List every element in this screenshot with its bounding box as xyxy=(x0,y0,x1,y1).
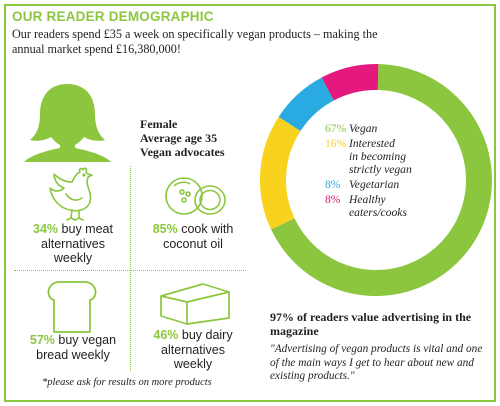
slice-interested xyxy=(260,116,301,230)
advertising-quote: "Advertising of vegan products is vital … xyxy=(270,343,483,382)
bread-icon xyxy=(47,281,97,333)
profile-age: Average age 35 xyxy=(140,131,218,145)
female-avatar-icon xyxy=(24,84,111,162)
stat-text: cook with xyxy=(177,222,234,236)
stat-dairy-alternatives: 46% buy dairy alternatives weekly xyxy=(138,328,248,372)
stat-percent: 85% xyxy=(152,222,178,236)
page-title: OUR READER DEMOGRAPHIC xyxy=(12,9,214,24)
profile-summary: Female Average age 35 Vegan advocates xyxy=(140,117,225,159)
stat-percent: 34% xyxy=(33,222,59,236)
slice-healthy-eaters xyxy=(321,64,379,101)
coconut-icon xyxy=(165,177,226,215)
infographic-frame xyxy=(4,4,496,402)
slice-vegan xyxy=(271,64,492,296)
stat-meat-alternatives: 34% buy meat alternatives weekly xyxy=(18,222,128,266)
chicken-icon xyxy=(49,167,93,221)
stat-text: buy dairy xyxy=(178,328,233,342)
stat-text: alternatives xyxy=(41,236,105,251)
stat-coconut-oil: 85% cook with coconut oil xyxy=(138,222,248,251)
legend-entry: 8% Vegetarian xyxy=(325,178,412,191)
legend-percent: 67% xyxy=(325,122,347,135)
legend-entry: 67% Vegan xyxy=(325,122,412,135)
stat-text: bread weekly xyxy=(36,347,110,362)
intro-text: Our readers spend £35 a week on specific… xyxy=(12,27,378,56)
legend-percent: 8% xyxy=(325,178,341,191)
legend-entry: 16% Interested in becoming strictly vegan xyxy=(325,137,412,176)
profile-type: Vegan advocates xyxy=(140,145,225,159)
stat-vegan-bread: 57% buy vegan bread weekly xyxy=(18,333,128,362)
slice-vegetarian xyxy=(278,77,335,132)
footnote: *please ask for results on more products xyxy=(42,377,212,388)
stat-text: buy vegan xyxy=(54,333,117,347)
legend-label: Vegan xyxy=(349,122,378,135)
cheese-icon xyxy=(160,283,230,325)
grid-divider-horizontal xyxy=(14,270,246,271)
advertising-title: 97% of readers value advertising in the … xyxy=(270,310,472,338)
legend-label: Vegetarian xyxy=(349,178,400,191)
legend-entry: 8% Healthy eaters/cooks xyxy=(325,193,412,219)
legend-label: Interested in becoming strictly vegan xyxy=(349,137,412,176)
grid-divider-vertical xyxy=(130,166,131,371)
profile-gender: Female xyxy=(140,117,178,131)
stat-text: weekly xyxy=(53,251,93,265)
legend-label: Healthy eaters/cooks xyxy=(349,193,407,219)
stat-text: alternatives xyxy=(161,342,225,357)
reader-type-donut-chart xyxy=(260,64,492,296)
legend-percent: 16% xyxy=(325,137,347,150)
chart-legend: 67% Vegan 16% Interested in becoming strictly… xyxy=(325,122,412,221)
stat-percent: 57% xyxy=(29,333,55,347)
stat-text: coconut oil xyxy=(163,236,223,251)
stat-text: weekly xyxy=(173,357,213,371)
stat-text: buy meat xyxy=(58,222,113,236)
stat-percent: 46% xyxy=(153,328,179,342)
legend-percent: 8% xyxy=(325,193,341,206)
